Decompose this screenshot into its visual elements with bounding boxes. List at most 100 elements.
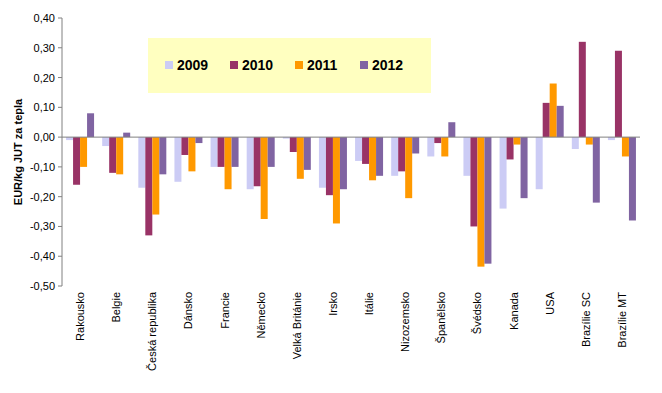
bar bbox=[116, 137, 123, 174]
bar bbox=[109, 137, 116, 173]
y-tick bbox=[58, 107, 62, 108]
bar bbox=[211, 137, 218, 167]
bar bbox=[412, 137, 419, 153]
x-tick-label: Brazílie MT bbox=[616, 292, 628, 348]
x-tick-label: Španělsko bbox=[435, 292, 447, 343]
bar bbox=[362, 137, 369, 164]
bar bbox=[427, 137, 434, 156]
y-tick bbox=[58, 77, 62, 78]
x-tick-label: Česká republika bbox=[146, 291, 158, 371]
bar bbox=[463, 137, 470, 176]
bar bbox=[87, 113, 94, 137]
y-tick-label: 0,10 bbox=[34, 101, 55, 113]
y-tick-label: 0,00 bbox=[34, 131, 55, 143]
legend-swatch bbox=[360, 61, 368, 69]
bar bbox=[579, 42, 586, 137]
legend-box bbox=[148, 38, 431, 93]
legend-swatch bbox=[165, 61, 173, 69]
bar bbox=[290, 137, 297, 152]
y-tick-label: -0,50 bbox=[30, 280, 55, 292]
y-tick bbox=[58, 196, 62, 197]
bar bbox=[80, 137, 87, 167]
y-tick-label: -0,30 bbox=[30, 220, 55, 232]
bar bbox=[629, 137, 636, 220]
bar bbox=[398, 137, 405, 171]
legend-label: 2009 bbox=[177, 57, 208, 73]
x-tick-label: Švédsko bbox=[471, 292, 483, 334]
x-tick-label: Brazílie SC bbox=[580, 292, 592, 347]
bar bbox=[500, 137, 507, 208]
y-tick bbox=[58, 226, 62, 227]
bar bbox=[297, 137, 304, 179]
y-tick-label: 0,20 bbox=[34, 72, 55, 84]
y-tick bbox=[58, 166, 62, 167]
y-tick-label: -0,10 bbox=[30, 161, 55, 173]
bar bbox=[218, 137, 225, 167]
bar bbox=[195, 137, 202, 143]
y-axis bbox=[62, 18, 63, 286]
bar bbox=[557, 106, 564, 137]
bar bbox=[319, 137, 326, 188]
bar bbox=[355, 137, 362, 161]
bar bbox=[376, 137, 383, 176]
y-axis-label: EUR/kg JUT za tepla bbox=[12, 98, 24, 205]
bar bbox=[484, 137, 491, 264]
legend-swatch bbox=[295, 61, 303, 69]
bar bbox=[391, 137, 398, 176]
bar bbox=[304, 137, 311, 170]
legend-swatch bbox=[230, 61, 238, 69]
bar bbox=[369, 137, 376, 180]
bar bbox=[441, 137, 448, 156]
x-tick-label: Rakousko bbox=[74, 292, 86, 341]
bar bbox=[123, 133, 130, 137]
bar bbox=[326, 137, 333, 195]
x-tick-label: Německo bbox=[255, 292, 267, 338]
bar bbox=[615, 51, 622, 137]
y-tick bbox=[58, 18, 62, 19]
y-tick bbox=[58, 256, 62, 257]
bar bbox=[102, 137, 109, 146]
y-tick bbox=[58, 286, 62, 287]
bar bbox=[448, 122, 455, 137]
bar bbox=[543, 103, 550, 137]
legend: 2009201020112012 bbox=[148, 38, 431, 93]
x-tick-label: Nizozemsko bbox=[399, 292, 411, 352]
bar bbox=[247, 137, 254, 189]
bar bbox=[550, 84, 557, 138]
bar bbox=[174, 137, 181, 182]
bar bbox=[188, 137, 195, 171]
bar bbox=[405, 137, 412, 198]
legend-label: 2010 bbox=[242, 57, 273, 73]
x-tick-label: Velká Británie bbox=[291, 292, 303, 359]
legend-label: 2011 bbox=[307, 57, 338, 73]
bar bbox=[254, 137, 261, 186]
bar bbox=[232, 137, 239, 167]
bar bbox=[514, 137, 521, 144]
bar bbox=[622, 137, 629, 156]
bar bbox=[225, 137, 232, 189]
y-tick-label: 0,40 bbox=[34, 12, 55, 24]
bar bbox=[507, 137, 514, 159]
bar bbox=[152, 137, 159, 214]
y-tick-label: -0,20 bbox=[30, 191, 55, 203]
bar bbox=[586, 137, 593, 144]
bar bbox=[572, 137, 579, 149]
bar bbox=[536, 137, 543, 189]
bar bbox=[434, 137, 441, 143]
y-tick bbox=[58, 137, 62, 138]
x-tick-label: Dánsko bbox=[182, 292, 194, 329]
y-tick bbox=[58, 47, 62, 48]
x-tick-label: USA bbox=[544, 291, 556, 314]
bar bbox=[73, 137, 80, 185]
y-tick-label: 0,30 bbox=[34, 42, 55, 54]
bar bbox=[340, 137, 347, 189]
bar bbox=[477, 137, 484, 267]
x-tick-label: Belgie bbox=[110, 292, 122, 323]
bar bbox=[333, 137, 340, 223]
bar bbox=[521, 137, 528, 198]
x-tick-label: Kanada bbox=[508, 291, 520, 330]
x-tick-label: Itálie bbox=[363, 292, 375, 315]
bar bbox=[261, 137, 268, 219]
x-tick-label: Irsko bbox=[327, 292, 339, 316]
bar bbox=[159, 137, 166, 174]
